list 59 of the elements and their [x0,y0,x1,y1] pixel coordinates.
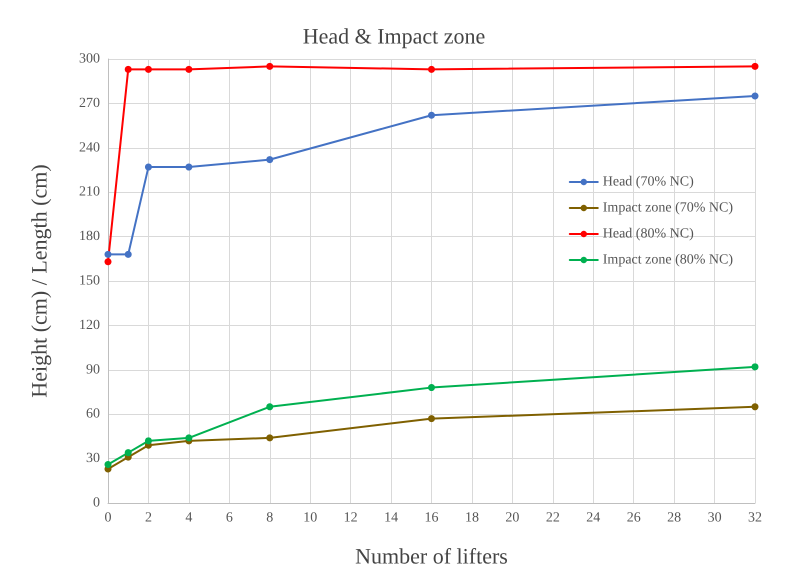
x-tick-label: 30 [708,510,722,526]
point [144,437,152,444]
point [266,403,274,410]
point [428,112,435,119]
point [266,156,274,164]
x-tick-label: 10 [303,510,318,526]
point [752,92,758,100]
x-tick-label: 18 [464,510,479,526]
x-axis-title: Number of lifters [355,544,508,568]
x-tick-label: 28 [667,510,682,526]
legend-label: Head (70% NC) [602,174,694,190]
y-tick-label: 180 [79,229,100,244]
point [104,258,112,266]
x-tick-label: 8 [266,510,274,526]
x-tick-label: 24 [586,510,600,526]
point [104,250,112,258]
point [752,62,758,70]
y-tick-label: 300 [79,52,100,66]
point [752,363,758,370]
y-tick-label: 240 [79,140,100,156]
point [185,164,192,171]
point [752,403,758,410]
x-tick-label: 22 [546,510,560,526]
legend-label: Head (80% NC) [602,226,694,242]
x-tick-label: 6 [226,510,233,526]
point [185,434,192,442]
chart-title: Head & Impact zone [302,24,486,48]
x-tick-label: 20 [505,510,520,526]
x-tick-label: 2 [144,510,152,526]
point [124,250,132,258]
point [266,62,274,70]
y-tick-label: 60 [86,406,100,422]
x-tick-label: 4 [185,510,192,526]
point [185,66,192,73]
point [144,164,152,171]
y-axis-title: Height (cm) / Length (cm) [26,164,52,398]
point [428,66,435,73]
x-tick-label: 14 [384,510,398,526]
point [104,461,112,468]
point [124,449,132,456]
x-tick-label: 26 [626,510,641,526]
point [124,66,132,73]
point [428,415,435,422]
y-tick-label: 0 [93,496,100,510]
y-tick-label: 120 [79,318,100,333]
point [266,434,274,442]
y-tick-label: 150 [79,274,100,288]
legend-label: Impact zone (80% NC) [602,252,734,268]
x-tick-label: 32 [748,510,762,526]
y-tick-label: 90 [86,362,100,378]
x-tick-label: 12 [344,510,358,526]
legend-label: Impact zone (70% NC) [602,200,734,216]
y-tick-label: 270 [79,96,100,111]
point [144,66,152,73]
x-tick-label: 0 [104,510,112,526]
y-tick-label: 210 [79,184,100,200]
x-tick-label: 16 [424,510,438,526]
point [428,384,435,392]
y-tick-label: 30 [86,451,100,466]
